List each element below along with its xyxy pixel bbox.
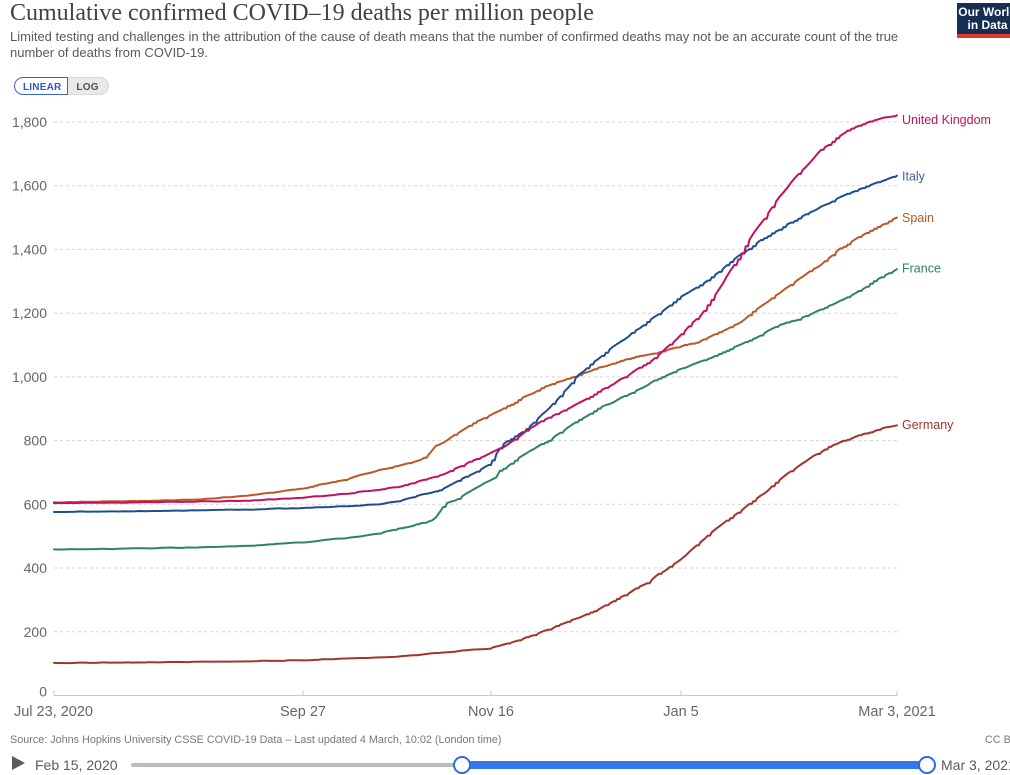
svg-text:1,800: 1,800 — [12, 114, 47, 130]
svg-text:600: 600 — [24, 496, 48, 512]
svg-text:400: 400 — [24, 560, 48, 576]
svg-text:200: 200 — [24, 624, 48, 640]
svg-text:United Kingdom: United Kingdom — [902, 113, 991, 127]
svg-text:1,200: 1,200 — [12, 305, 47, 321]
svg-text:Germany: Germany — [902, 418, 954, 432]
svg-text:Nov 16: Nov 16 — [468, 704, 514, 720]
svg-text:Italy: Italy — [902, 170, 926, 184]
svg-text:Spain: Spain — [902, 211, 934, 225]
svg-text:1,000: 1,000 — [12, 369, 47, 385]
svg-text:France: France — [902, 262, 941, 276]
svg-text:Jan 5: Jan 5 — [663, 704, 698, 720]
svg-text:1,600: 1,600 — [12, 178, 47, 194]
svg-text:800: 800 — [24, 433, 48, 449]
svg-text:Sep 27: Sep 27 — [280, 704, 326, 720]
svg-text:0: 0 — [39, 684, 47, 700]
svg-text:1,400: 1,400 — [12, 241, 47, 257]
svg-text:Mar 3, 2021: Mar 3, 2021 — [858, 704, 935, 720]
svg-text:Jul 23, 2020: Jul 23, 2020 — [14, 704, 93, 720]
